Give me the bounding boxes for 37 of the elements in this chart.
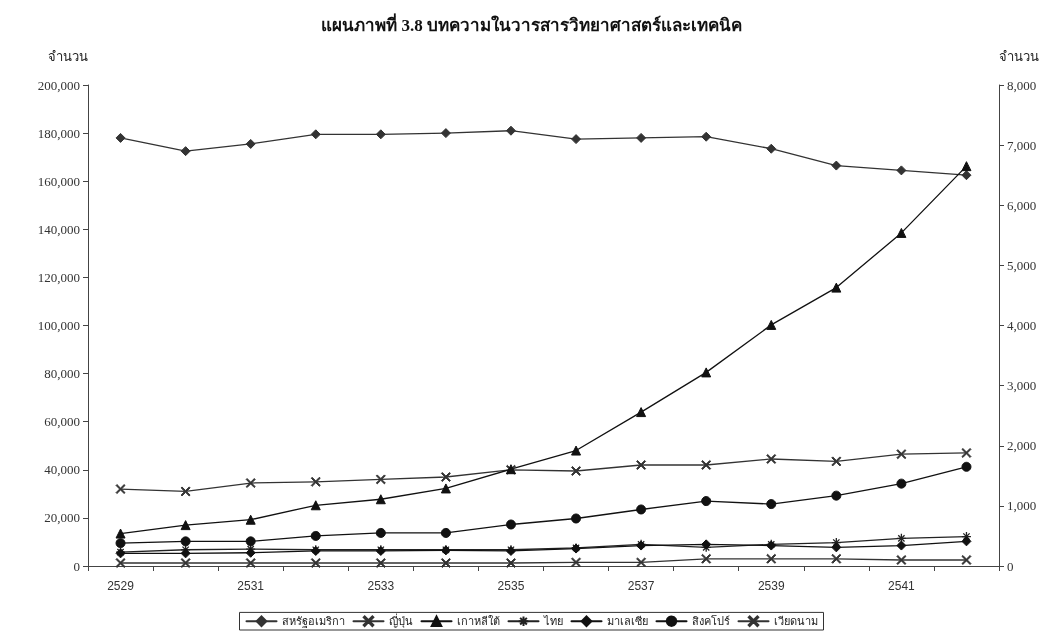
y-tick-label: 200,000 <box>37 77 80 93</box>
x-tick-label: 2535 <box>497 579 525 593</box>
y-tick-label: 160,000 <box>37 173 80 189</box>
y-tick-label: 180,000 <box>37 125 80 141</box>
y-tick-label: 60,000 <box>44 414 80 430</box>
legend-label: ญี่ปุ่น <box>388 612 413 628</box>
y2-axis-title: จำนวน <box>999 49 1039 64</box>
y2-tick-label: 6,000 <box>1007 197 1037 213</box>
x-tick-label: 2541 <box>888 579 916 593</box>
y-tick-label: 0 <box>73 558 80 574</box>
y-tick-label: 80,000 <box>44 366 80 382</box>
x-tick-label: 2529 <box>107 579 135 593</box>
x-tick-label: 2533 <box>367 579 395 593</box>
y-axis-title: จำนวน <box>48 49 88 64</box>
y-tick-label: 100,000 <box>37 318 80 333</box>
legend-label: เกาหลีใต้ <box>456 614 500 628</box>
legend-label: ไทย <box>542 614 563 628</box>
y-tick-label: 20,000 <box>44 510 80 526</box>
x-tick-label: 2531 <box>237 579 265 593</box>
y2-tick-label: 4,000 <box>1007 318 1037 333</box>
y2-tick-label: 0 <box>1007 558 1014 574</box>
y-tick-label: 120,000 <box>37 269 80 285</box>
y2-tick-label: 7,000 <box>1007 137 1037 153</box>
y2-tick-label: 3,000 <box>1007 378 1037 394</box>
y2-tick-label: 5,000 <box>1007 257 1037 273</box>
x-tick-label: 2537 <box>627 579 655 593</box>
chart-title: แผนภาพที่ 3.8 บทความในวารสารวิทยาศาสตร์และเทคนิค <box>321 13 742 35</box>
legend-label: เวียดนาม <box>773 614 818 628</box>
y-tick-label: 140,000 <box>37 221 80 237</box>
legend-label: มาเลเซีย <box>606 614 648 628</box>
y2-tick-label: 8,000 <box>1007 77 1037 93</box>
y2-tick-label: 1,000 <box>1007 498 1037 514</box>
y2-tick-label: 2,000 <box>1007 438 1037 454</box>
legend-label: สหรัฐอเมริกา <box>281 614 345 628</box>
y-tick-label: 40,000 <box>44 462 80 478</box>
x-tick-label: 2539 <box>757 579 785 593</box>
legend-label: สิงคโปร์ <box>691 613 730 628</box>
